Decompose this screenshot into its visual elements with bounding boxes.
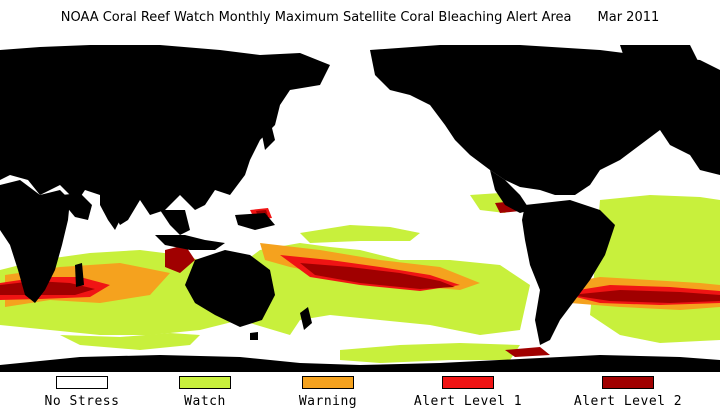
legend-item-no-stress: No Stress xyxy=(22,376,142,409)
legend-item-alert-level-1: Alert Level 1 xyxy=(408,376,528,409)
alert2-area-atlantic xyxy=(570,290,720,303)
land-madagascar xyxy=(75,263,84,287)
alert2-area-pacific xyxy=(300,263,455,289)
legend-label-warning: Warning xyxy=(298,394,358,409)
legend-label-alert-level-2: Alert Level 2 xyxy=(573,394,683,409)
alert2-area-far-south xyxy=(505,347,550,357)
land-europe-west xyxy=(640,75,720,175)
legend-item-watch: Watch xyxy=(145,376,265,409)
land-new-zealand xyxy=(300,307,312,330)
land-eurasia xyxy=(0,45,330,225)
watch-area-south-pacific-lower xyxy=(340,343,520,363)
world-map-svg xyxy=(0,45,720,372)
title-text: NOAA Coral Reef Watch Monthly Maximum Sa… xyxy=(60,10,572,25)
legend-swatch-no-stress xyxy=(56,376,108,389)
watch-area-central-pacific-north xyxy=(300,225,420,243)
title-date: Mar 2011 xyxy=(597,10,660,25)
map-title: NOAA Coral Reef Watch Monthly Maximum Sa… xyxy=(0,10,720,25)
land-southeast-asia xyxy=(160,210,190,235)
land-south-america xyxy=(522,200,615,345)
land-new-guinea xyxy=(235,213,275,230)
legend-label-no-stress: No Stress xyxy=(44,394,120,409)
watch-area-atlantic xyxy=(590,195,720,343)
legend-swatch-warning xyxy=(302,376,354,389)
land-arabia xyxy=(62,193,92,220)
land-australia xyxy=(185,250,275,327)
land-japan xyxy=(260,120,275,150)
legend-item-warning: Warning xyxy=(268,376,388,409)
legend-swatch-alert-level-2 xyxy=(602,376,654,389)
legend: No Stress Watch Warning Alert Level 1 Al… xyxy=(0,376,720,411)
land-north-america xyxy=(370,45,720,195)
legend-label-watch: Watch xyxy=(184,394,226,409)
land-masses xyxy=(0,45,720,372)
land-india xyxy=(100,193,125,230)
legend-swatch-alert-level-1 xyxy=(442,376,494,389)
land-indonesia xyxy=(155,235,225,250)
land-africa xyxy=(0,180,70,303)
bleaching-alert-map xyxy=(0,45,720,372)
land-central-america xyxy=(490,170,530,213)
land-antarctica xyxy=(0,355,720,372)
land-tasmania xyxy=(250,332,258,340)
land-greenland xyxy=(620,45,700,80)
watch-area-south-indian xyxy=(60,333,200,350)
legend-item-alert-level-2: Alert Level 2 xyxy=(568,376,688,409)
legend-swatch-watch xyxy=(179,376,231,389)
legend-label-alert-level-1: Alert Level 1 xyxy=(413,394,523,409)
alert2-area-west-australia xyxy=(165,245,195,273)
